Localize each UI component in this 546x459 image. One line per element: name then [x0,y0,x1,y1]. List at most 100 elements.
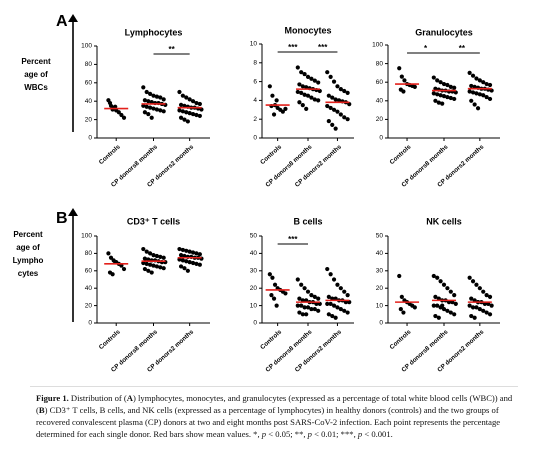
data-point [342,308,347,313]
data-point [148,91,153,96]
data-point [487,82,493,88]
y-tick-label: 20 [376,116,384,123]
data-point [304,106,309,111]
data-point [184,259,189,264]
data-point [185,268,190,273]
y-tick-label: 50 [250,233,258,240]
data-point [433,313,438,319]
data-point [470,279,476,284]
data-point [187,249,192,254]
data-point [467,275,472,280]
data-point [489,303,494,308]
data-point [305,93,311,98]
data-point [316,296,321,301]
y-tick-label: 2 [253,116,257,123]
data-point [197,262,202,267]
data-point [274,303,279,308]
data-point [441,81,447,87]
data-point [397,66,402,71]
data-point [481,93,486,98]
significance-label: *** [288,235,298,244]
data-point [435,92,440,97]
data-point [326,93,331,98]
data-point [267,272,272,277]
y-axis-label: Percent [13,230,43,239]
data-point [154,94,159,99]
data-point [305,74,311,79]
data-point [412,84,417,89]
data-point [345,293,350,298]
data-point [309,293,314,298]
caption-text: < 0.01; ***, [311,429,358,439]
data-point [154,264,159,269]
data-point [431,75,436,80]
data-point [197,101,202,107]
data-point [312,97,317,102]
data-point [330,313,335,319]
caption-text: A [126,393,134,403]
y-tick-label: 100 [81,233,92,240]
data-point [472,84,477,89]
y-tick-label: 10 [250,302,258,309]
y-tick-label: 0 [88,320,92,327]
data-point [144,249,149,254]
data-point [325,70,330,75]
data-point [431,91,436,96]
data-point [283,291,288,296]
y-tick-label: 80 [85,61,93,68]
data-point [347,102,352,107]
caption-text: Distribution of ( [68,393,127,403]
chart-title: Monocytes [284,25,331,35]
data-point [309,76,314,81]
data-point [342,289,347,294]
data-point [142,266,147,272]
panel-letter: A [56,13,68,30]
data-point [151,263,156,268]
data-point [187,111,192,116]
data-point [107,100,113,106]
data-point [295,65,300,70]
data-point [316,308,321,313]
data-point [274,98,279,103]
data-point [328,105,333,111]
x-tick-label: Controls [389,143,413,166]
data-point [453,301,458,306]
data-point [312,306,317,312]
data-point [300,312,305,317]
data-point [110,272,115,277]
y-tick-label: 4 [253,97,257,104]
caption-text: B [38,405,45,415]
significance-label: *** [288,43,298,52]
y-axis-label: cytes [18,269,39,278]
data-point [300,103,305,108]
data-point [161,255,166,260]
data-point [146,99,151,104]
data-point [269,293,274,298]
data-point [397,273,402,279]
caption-text: Figure 1. [36,393,69,403]
data-point [345,310,350,315]
data-point [438,80,443,85]
data-point [295,277,300,282]
data-point [299,70,304,75]
data-point [338,112,343,117]
data-point [148,262,153,267]
data-point [472,102,477,107]
data-point [142,110,147,115]
data-point [177,246,182,252]
data-point [472,315,477,320]
data-point [197,113,202,119]
chart-title: CD3⁺ T cells [127,216,180,226]
data-point [330,95,335,100]
y-tick-label: 40 [85,98,93,105]
data-point [441,282,447,287]
data-point [144,89,149,95]
y-tick-label: 80 [376,60,384,67]
data-point [487,294,493,299]
data-point [467,70,472,75]
x-tick-label: Controls [259,328,283,351]
data-point [438,279,443,284]
data-point [467,303,472,308]
data-point [184,95,189,100]
